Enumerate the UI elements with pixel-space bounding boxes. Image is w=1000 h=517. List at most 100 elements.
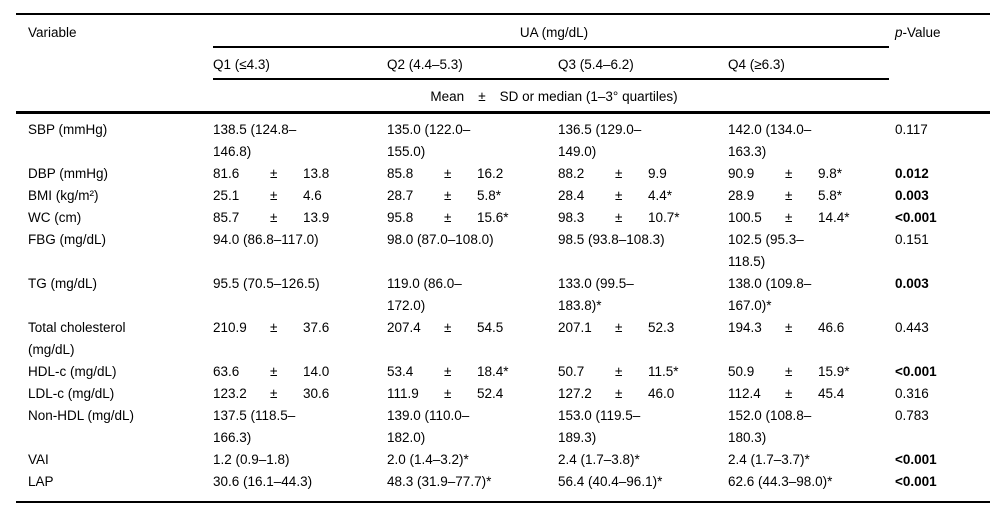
sd-value: 46.6	[818, 320, 845, 335]
sd-value: 10.7*	[648, 210, 680, 225]
table-cell: 48.3 (31.9–77.7)*	[387, 474, 492, 489]
row-label: LAP	[28, 474, 54, 489]
sd-value: 52.3	[648, 320, 675, 335]
table-cell: 2.0 (1.4–3.2)*	[387, 452, 469, 467]
table-cell: 56.4 (40.4–96.1)*	[558, 474, 663, 489]
table-cell: 139.0 (110.0– 182.0)	[387, 408, 470, 445]
table-cell: 133.0 (99.5– 183.8)*	[558, 276, 634, 313]
table-cell: 142.0 (134.0– 163.3)	[728, 122, 812, 159]
table-cell: 135.0 (122.0– 155.0)	[387, 122, 471, 159]
quartile-header-row: Q1 (≤4.3) Q2 (4.4–5.3) Q3 (5.4–6.2) Q4 (…	[16, 48, 990, 78]
p-value: <0.001	[895, 452, 937, 467]
plus-minus-symbol: ±	[270, 320, 278, 335]
sd-value: 18.4*	[477, 364, 509, 379]
table-cell: 30.6 (16.1–44.3)	[213, 474, 313, 489]
plus-minus-symbol: ±	[785, 364, 793, 379]
table-cell: 98.3 ±10.7*	[558, 207, 728, 229]
table-cell: 94.0 (86.8–117.0)	[213, 232, 319, 247]
mean-value: 112.4	[728, 386, 761, 401]
table-cell: 112.4 ±45.4	[728, 383, 895, 405]
mean-value: 28.9	[728, 188, 755, 203]
table-cell: 123.2 ±30.6	[213, 383, 387, 405]
p-value-header-italic-p: p	[895, 25, 903, 40]
p-value: <0.001	[895, 474, 937, 489]
p-value: 0.003	[895, 188, 929, 203]
p-value: <0.001	[895, 210, 937, 225]
mean-value: 207.4	[387, 320, 421, 335]
table-cell: 28.9 ±5.8*	[728, 185, 895, 207]
table-cell: 85.8 ±16.2	[387, 163, 558, 185]
plus-minus-symbol: ±	[785, 320, 793, 335]
table-cell: 207.4 ±54.5	[387, 317, 558, 361]
mean-value: 28.7	[387, 188, 414, 203]
row-label: FBG (mg/dL)	[28, 232, 107, 247]
column-header-q1: Q1 (≤4.3)	[213, 57, 270, 72]
sd-value: 4.6	[303, 188, 322, 203]
row-label: WC (cm)	[28, 210, 82, 225]
p-value: 0.003	[895, 276, 929, 291]
stat-description: Mean ± SD or median (1–3° quartiles)	[213, 80, 895, 111]
table-cell: 28.4 ±4.4*	[558, 185, 728, 207]
sd-value: 16.2	[477, 166, 504, 181]
column-header-q4: Q4 (≥6.3)	[728, 57, 785, 72]
table-cell: 25.1 ±4.6	[213, 185, 387, 207]
sd-value: 11.5*	[648, 364, 679, 379]
table-cell: 85.7 ±13.9	[213, 207, 387, 229]
row-label: Non-HDL (mg/dL)	[28, 408, 135, 423]
mean-value: 123.2	[213, 386, 247, 401]
sd-value: 46.0	[648, 386, 675, 401]
mean-value: 88.2	[558, 166, 585, 181]
p-value: 0.151	[895, 232, 929, 247]
p-value: 0.117	[895, 122, 928, 137]
table-cell: 2.4 (1.7–3.7)*	[728, 452, 810, 467]
sd-value: 13.8	[303, 166, 330, 181]
mean-value: 127.2	[558, 386, 592, 401]
table-cell: 95.5 (70.5–126.5)	[213, 276, 320, 291]
variable-column-header: Variable	[28, 25, 77, 40]
plus-minus-symbol: ±	[785, 188, 793, 203]
row-label: HDL-c (mg/dL)	[28, 364, 117, 379]
table-cell: 210.9 ±37.6	[213, 317, 387, 361]
table-bottom-rule	[16, 501, 990, 503]
table-cell: 153.0 (119.5– 189.3)	[558, 408, 641, 445]
sd-value: 15.9*	[818, 364, 850, 379]
table-cell: 28.7 ±5.8*	[387, 185, 558, 207]
column-header-q3: Q3 (5.4–6.2)	[558, 57, 634, 72]
plus-minus-symbol: ±	[444, 188, 452, 203]
sd-value: 14.4*	[818, 210, 850, 225]
plus-minus-symbol: ±	[478, 89, 486, 104]
table-cell: 102.5 (95.3– 118.5)	[728, 232, 804, 269]
p-value: 0.316	[895, 386, 929, 401]
sd-value: 14.0	[303, 364, 330, 379]
table-cell: 63.6 ±14.0	[213, 361, 387, 383]
plus-minus-symbol: ±	[785, 166, 793, 181]
plus-minus-symbol: ±	[444, 320, 452, 335]
plus-minus-symbol: ±	[270, 386, 278, 401]
plus-minus-symbol: ±	[444, 364, 452, 379]
mean-value: 25.1	[213, 188, 240, 203]
table-header-row: Variable UA (mg/dL) p-Value	[16, 15, 990, 46]
plus-minus-symbol: ±	[615, 166, 623, 181]
plus-minus-symbol: ±	[615, 210, 623, 225]
mean-value: 85.7	[213, 210, 240, 225]
sd-value: 30.6	[303, 386, 330, 401]
row-label: DBP (mmHg)	[28, 166, 109, 181]
column-header-q2: Q2 (4.4–5.3)	[387, 57, 463, 72]
mean-value: 81.6	[213, 166, 240, 181]
row-label: LDL-c (mg/dL)	[28, 386, 115, 401]
ua-group-header: UA (mg/dL)	[519, 25, 589, 40]
mean-value: 90.9	[728, 166, 755, 181]
plus-minus-symbol: ±	[270, 166, 278, 181]
plus-minus-symbol: ±	[270, 210, 278, 225]
sd-value: 9.9	[648, 166, 667, 181]
mean-value: 85.8	[387, 166, 414, 181]
mean-value: 63.6	[213, 364, 240, 379]
table-cell: 90.9 ±9.8*	[728, 163, 895, 185]
mean-value: 50.9	[728, 364, 755, 379]
paper-table: Variable UA (mg/dL) p-Value Q1 (≤4.3) Q2…	[16, 13, 990, 503]
sd-value: 54.5	[477, 320, 504, 335]
mean-value: 53.4	[387, 364, 414, 379]
row-label: TG (mg/dL)	[28, 276, 98, 291]
stat-description-row: Mean ± SD or median (1–3° quartiles)	[16, 80, 990, 111]
sd-value: 52.4	[477, 386, 504, 401]
